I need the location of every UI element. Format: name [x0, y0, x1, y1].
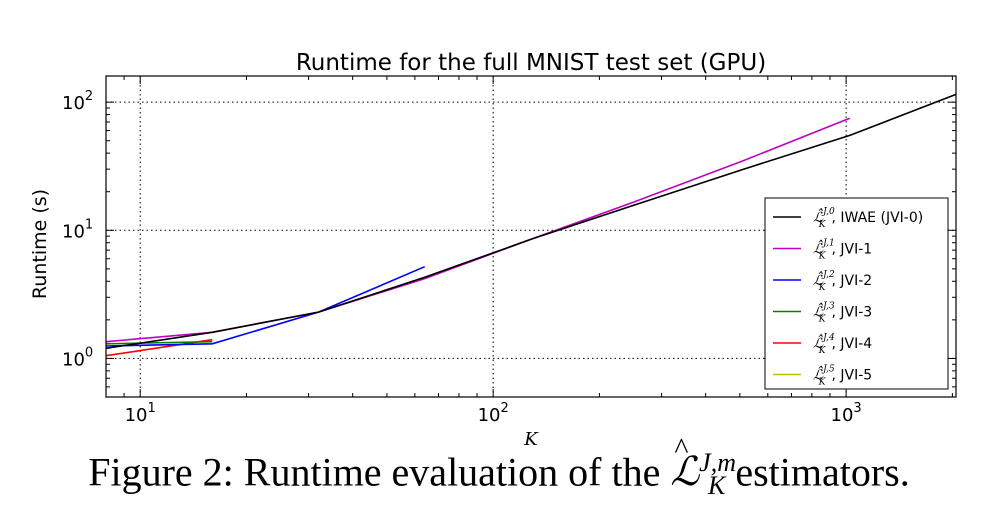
legend-symbol: ℒ̂	[813, 365, 824, 384]
legend-superscript: J,1	[821, 239, 835, 249]
x-tick-exponent: 1	[148, 401, 156, 416]
legend-entry: ℒ̂J,0 K , IWAE (JVI-0)	[813, 207, 923, 230]
legend-entry: ℒ̂J,2 K , JVI-2	[813, 270, 872, 293]
series-line-3	[105, 340, 213, 345]
legend-box	[764, 197, 949, 390]
legend-entry: ℒ̂J,5 K , JVI-5	[813, 365, 872, 388]
x-tick-base: 10	[478, 405, 501, 426]
y-tick-exponent: 2	[85, 89, 93, 104]
legend-series-name: , IWAE (JVI-0)	[832, 210, 924, 226]
x-tick-exponent: 3	[853, 401, 861, 416]
legend-entry: ℒ̂J,1 K , JVI-1	[813, 239, 872, 262]
legend-symbol: ℒ̂	[813, 333, 824, 352]
y-axis-label: Runtime (s)	[29, 189, 51, 299]
legend-subscript: K	[818, 315, 827, 325]
y-tick-base: 10	[62, 221, 85, 242]
caption-suffix: estimators.	[725, 449, 910, 495]
x-tick-exponent: 2	[500, 401, 508, 416]
legend-entry: ℒ̂J,3 K , JVI-3	[813, 302, 872, 325]
legend-series-name: , JVI-4	[832, 336, 873, 352]
x-tick-label: 102	[478, 401, 509, 426]
legend-entry: ℒ̂J,4 K , JVI-4	[813, 333, 872, 356]
series-line-0	[105, 93, 957, 350]
legend: ℒ̂J,0 K, IWAE (JVI-0)ℒ̂J,1 K, JVI-1ℒ̂J,2 K,…	[764, 197, 949, 390]
legend-subscript: K	[818, 252, 827, 262]
series-lines	[105, 93, 957, 357]
legend-subscript: K	[818, 220, 827, 230]
legend-superscript: J,4	[821, 333, 835, 343]
caption-prefix: Figure 2: Runtime evaluation of the	[88, 449, 671, 495]
legend-symbol: ℒ̂	[813, 302, 824, 321]
legend-symbol: ℒ̂	[813, 239, 824, 258]
series-line-2	[105, 265, 426, 347]
legend-subscript: K	[818, 283, 827, 293]
legend-symbol: ℒ̂	[813, 207, 824, 226]
legend-subscript: K	[818, 378, 827, 388]
legend-symbol: ℒ̂	[813, 270, 824, 289]
y-tick-base: 10	[62, 93, 85, 114]
legend-subscript: K	[818, 346, 827, 356]
legend-series-name: , JVI-2	[832, 273, 873, 289]
legend-superscript: J,0	[821, 207, 835, 217]
series-line-1	[105, 117, 851, 343]
x-tick-base: 10	[125, 405, 148, 426]
caption-subscript: K	[707, 471, 726, 501]
legend-superscript: J,5	[821, 365, 835, 375]
legend-series-name: , JVI-3	[832, 305, 873, 321]
chart-title: Runtime for the full MNIST test set (GPU…	[296, 50, 766, 76]
legend-series-name: , JVI-1	[832, 242, 873, 258]
y-tick-label: 102	[62, 89, 93, 114]
x-axis-label: K	[523, 429, 539, 448]
y-tick-exponent: 1	[85, 217, 93, 232]
y-tick-exponent: 0	[85, 345, 93, 360]
y-tick-label: 101	[62, 217, 93, 242]
figure-caption: Figure 2: Runtime evaluation of the ℒJ,m…	[0, 432, 998, 501]
caption-superscript: J,m	[699, 448, 736, 477]
caption-symbol: ℒ	[670, 432, 699, 495]
y-tick-label: 100	[62, 345, 93, 370]
x-tick-label: 101	[125, 401, 156, 426]
y-tick-base: 10	[62, 349, 85, 370]
legend-series-name: , JVI-5	[832, 368, 873, 384]
legend-superscript: J,3	[821, 302, 835, 312]
legend-superscript: J,2	[821, 270, 835, 280]
x-tick-base: 10	[831, 405, 854, 426]
x-tick-label: 103	[831, 401, 862, 426]
runtime-chart: Runtime for the full MNIST test set (GPU…	[29, 50, 957, 448]
